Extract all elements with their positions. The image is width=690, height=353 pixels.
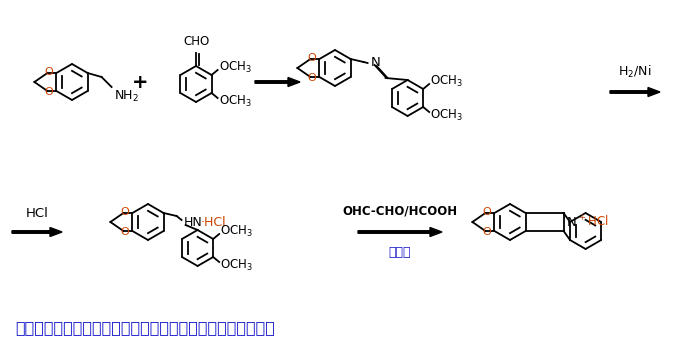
Text: O: O (482, 227, 491, 237)
Text: H$_2$/Ni: H$_2$/Ni (618, 64, 651, 80)
Text: OCH$_3$: OCH$_3$ (430, 107, 463, 122)
Text: OCH$_3$: OCH$_3$ (219, 94, 252, 109)
Text: O: O (307, 53, 316, 63)
Text: 傅化剂: 傅化剂 (388, 246, 411, 259)
FancyArrow shape (12, 227, 62, 237)
Text: OCH$_3$: OCH$_3$ (219, 59, 252, 74)
Text: O: O (482, 207, 491, 217)
FancyArrow shape (610, 88, 660, 96)
Text: O: O (44, 67, 53, 77)
Text: CHO: CHO (183, 35, 209, 48)
Text: OCH$_3$: OCH$_3$ (220, 257, 253, 273)
Text: OCH$_3$: OCH$_3$ (430, 73, 463, 89)
Text: N: N (371, 56, 380, 70)
Text: ·HCl: ·HCl (201, 215, 226, 228)
Text: 借鉴巴马汀的全合成方法，是我国自己发展起来的合成路线。: 借鉴巴马汀的全合成方法，是我国自己发展起来的合成路线。 (15, 321, 275, 335)
Text: O: O (120, 227, 129, 237)
FancyArrow shape (255, 78, 300, 86)
Text: NH$_2$: NH$_2$ (114, 89, 139, 104)
Text: O: O (307, 73, 316, 83)
Text: OHC-CHO/HCOOH: OHC-CHO/HCOOH (342, 205, 457, 218)
Text: OCH$_3$: OCH$_3$ (220, 223, 253, 239)
Text: HCl: HCl (26, 207, 48, 220)
Text: N: N (566, 215, 576, 228)
Text: +: + (132, 72, 148, 91)
Text: HN: HN (184, 215, 202, 228)
Text: $^+$HCl: $^+$HCl (577, 214, 609, 230)
FancyArrow shape (358, 227, 442, 237)
Text: O: O (120, 207, 129, 217)
Text: O: O (44, 87, 53, 97)
